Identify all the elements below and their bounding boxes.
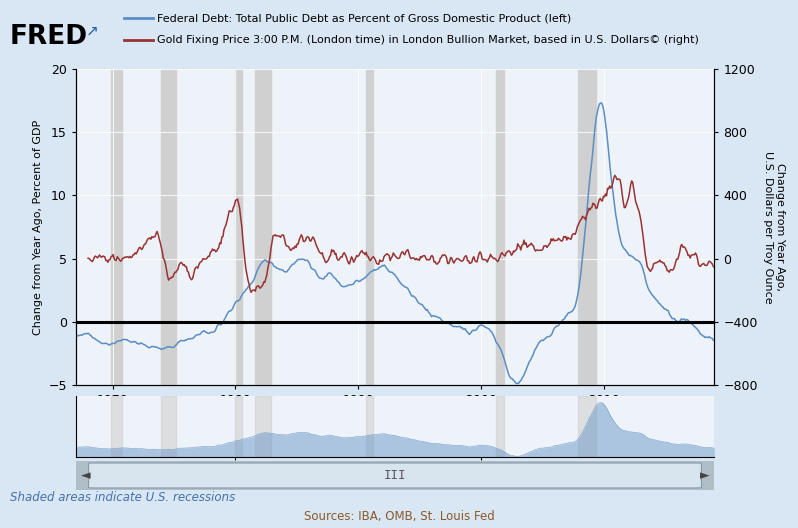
Bar	[496, 69, 504, 385]
Text: FRED: FRED	[10, 24, 88, 50]
Y-axis label: Change from Year Ago,
U.S. Dollars per Troy Ounce: Change from Year Ago, U.S. Dollars per T…	[764, 150, 785, 304]
Bar	[160, 396, 176, 457]
Y-axis label: Change from Year Ago, Percent of GDP: Change from Year Ago, Percent of GDP	[33, 119, 43, 335]
Text: ↗: ↗	[86, 24, 99, 39]
Bar	[112, 396, 122, 457]
FancyBboxPatch shape	[89, 463, 701, 488]
Bar	[578, 396, 596, 457]
Bar	[255, 69, 271, 385]
Text: ◄: ◄	[81, 469, 90, 482]
Text: Shaded areas indicate U.S. recessions: Shaded areas indicate U.S. recessions	[10, 491, 235, 504]
Bar	[112, 69, 122, 385]
Bar	[235, 396, 242, 457]
Text: Sources: IBA, OMB, St. Louis Fed: Sources: IBA, OMB, St. Louis Fed	[303, 510, 495, 523]
Text: Gold Fixing Price 3:00 P.M. (London time) in London Bullion Market, based in U.S: Gold Fixing Price 3:00 P.M. (London time…	[157, 35, 699, 44]
Text: ►: ►	[700, 469, 709, 482]
Bar	[578, 69, 596, 385]
Text: III: III	[384, 469, 406, 482]
Bar	[365, 396, 373, 457]
Text: Federal Debt: Total Public Debt as Percent of Gross Domestic Product (left): Federal Debt: Total Public Debt as Perce…	[157, 14, 571, 23]
Bar	[255, 396, 271, 457]
Bar	[496, 396, 504, 457]
Bar	[160, 69, 176, 385]
Bar	[235, 69, 242, 385]
Bar	[365, 69, 373, 385]
